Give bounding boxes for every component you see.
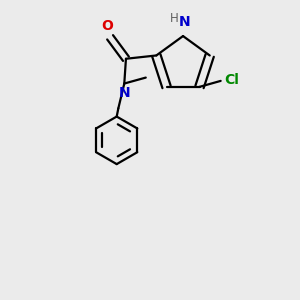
Text: N: N — [179, 15, 190, 29]
Text: N: N — [119, 85, 131, 100]
Text: Cl: Cl — [224, 73, 239, 87]
Text: H: H — [170, 12, 178, 25]
Text: O: O — [101, 19, 113, 33]
